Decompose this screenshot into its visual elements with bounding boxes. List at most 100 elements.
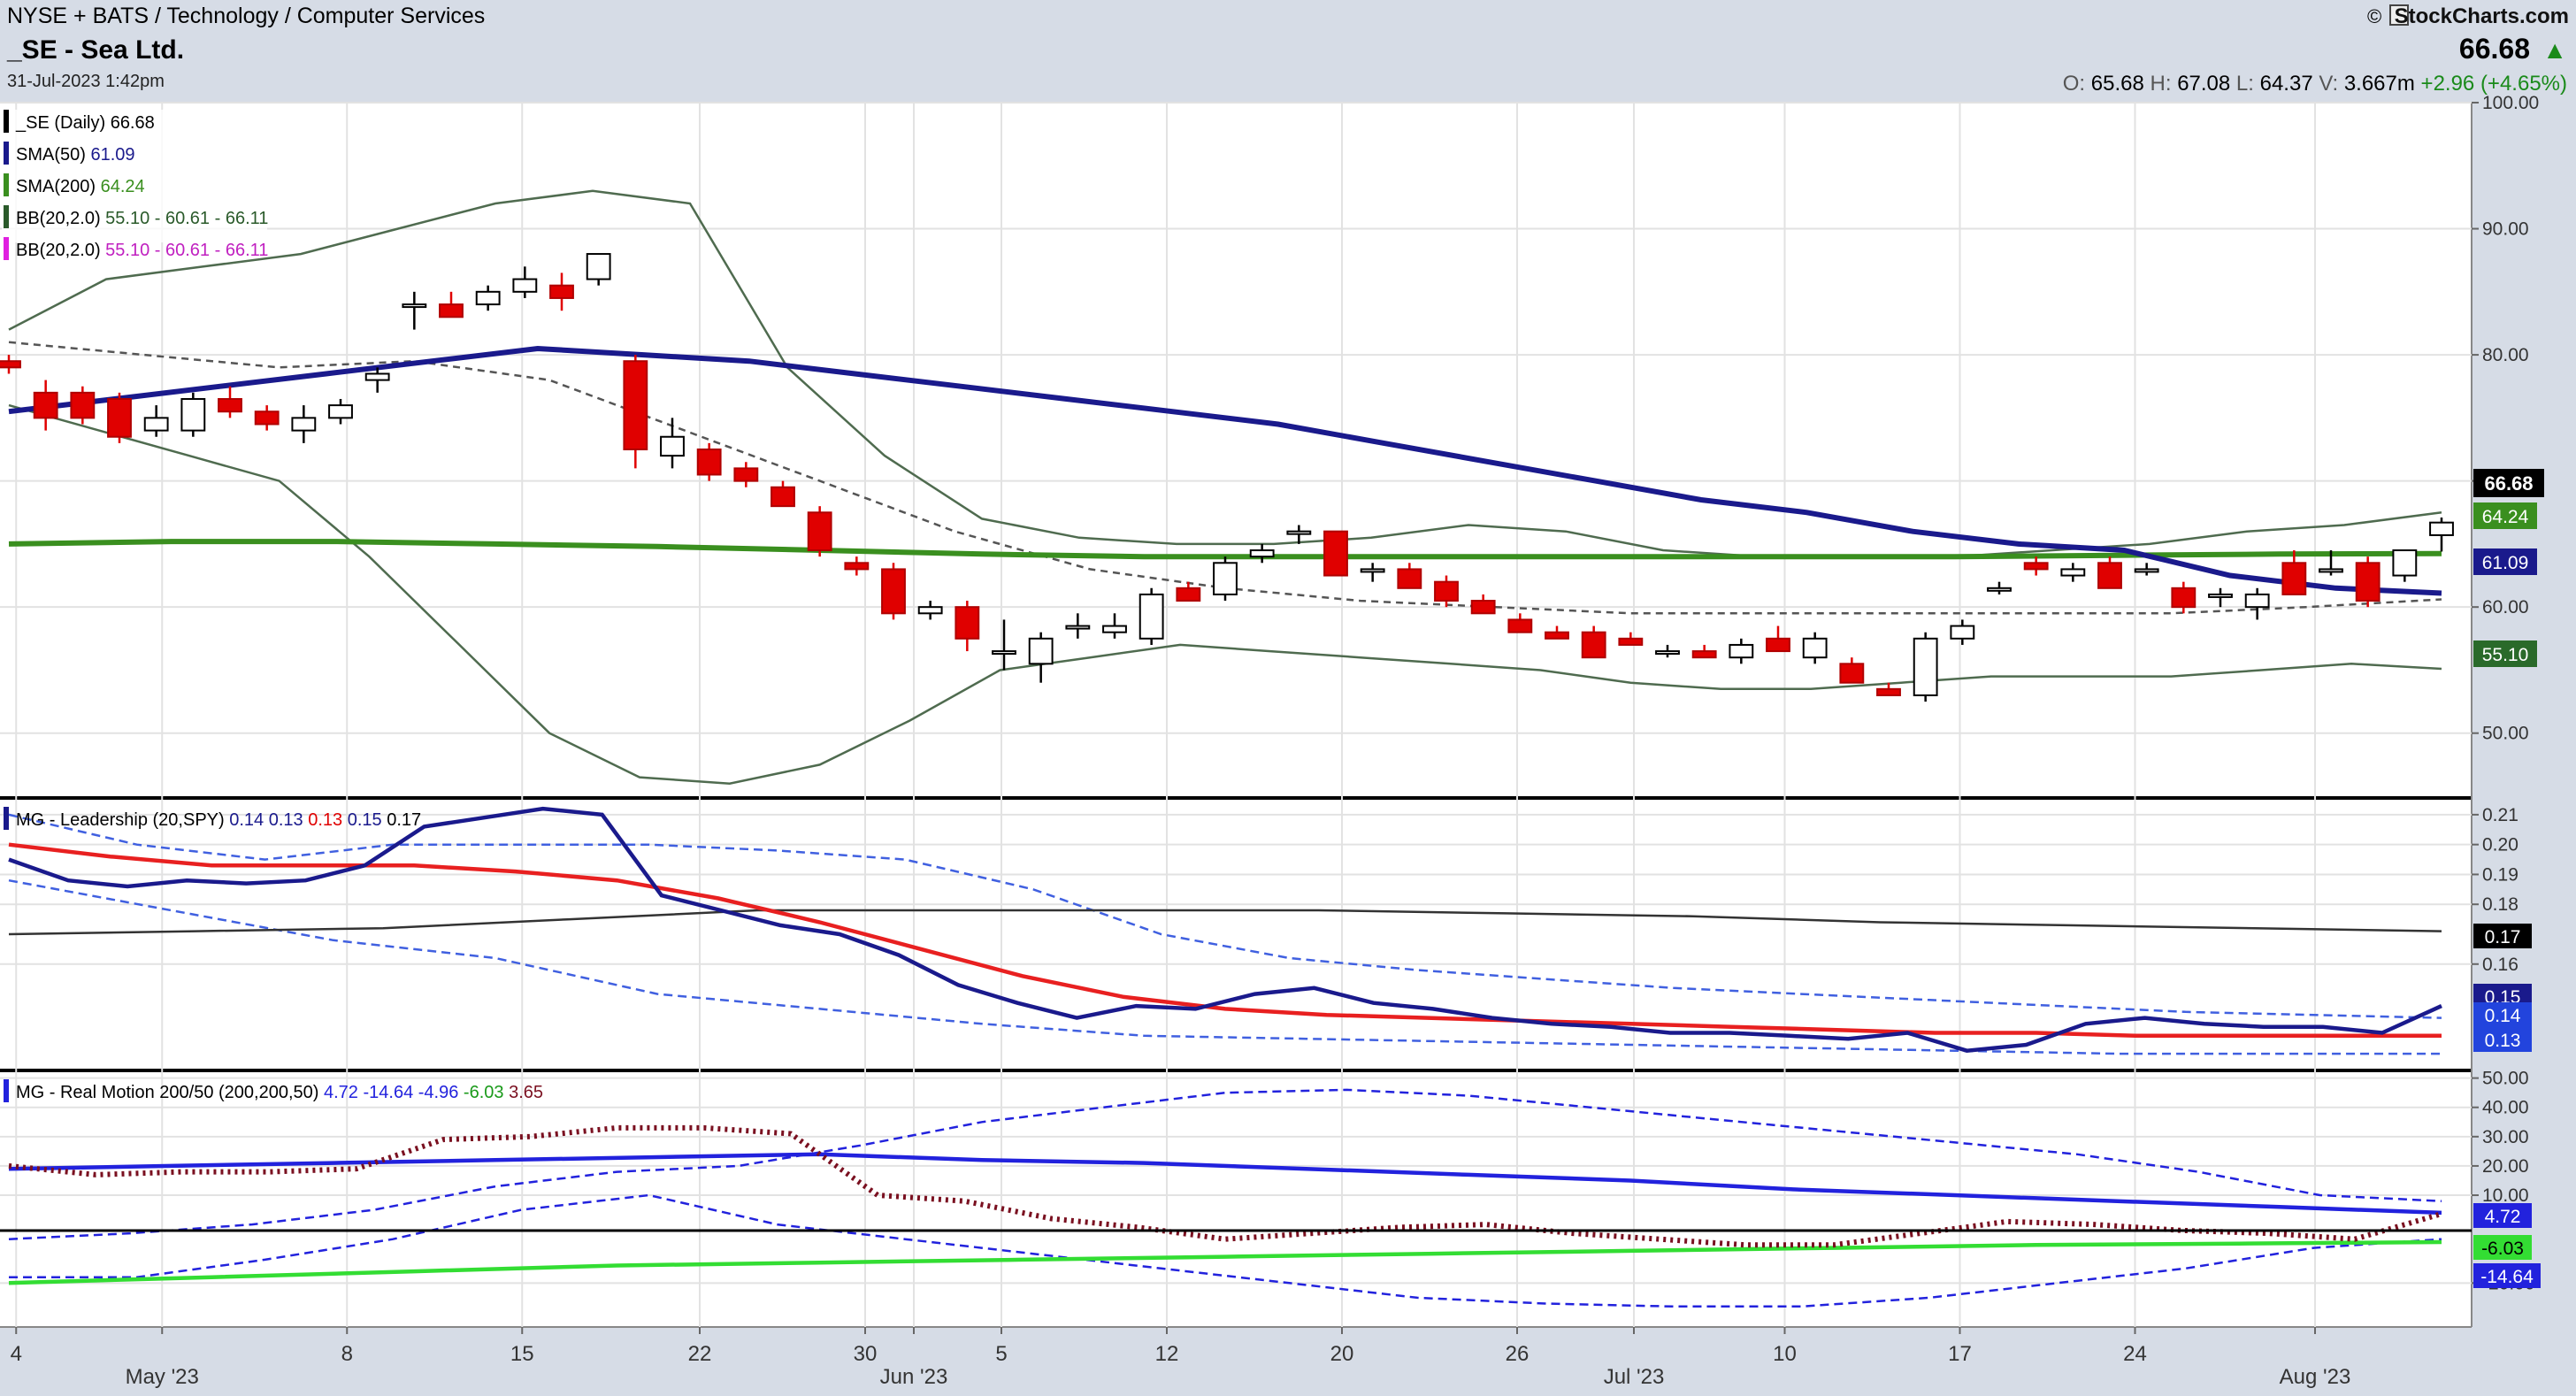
- candle-body: [439, 303, 464, 318]
- leadership-black-line: [8, 909, 2442, 936]
- legend-sma200: SMA(200) 64.24: [16, 177, 145, 196]
- chart-datetime: 31-Jul-2023 1:42pm: [7, 72, 165, 91]
- candle-body: [917, 606, 943, 615]
- y-tick-label: 80.00: [2482, 345, 2529, 365]
- leadership-series: [8, 806, 2442, 1055]
- candle-body: [1581, 631, 1606, 659]
- candle-body: [1950, 625, 1975, 640]
- candle-body: [807, 511, 832, 552]
- candle-body: [1434, 580, 1459, 602]
- lead-blue-badge: 0.14: [2473, 1002, 2532, 1027]
- open-label: O:: [2063, 72, 2085, 96]
- candle-body: [733, 467, 759, 482]
- candle-body: [1360, 568, 1385, 573]
- candle-body: [1065, 625, 1091, 630]
- candle-body: [1507, 618, 1533, 633]
- candle-body: [1028, 637, 1054, 665]
- candle-body: [254, 410, 280, 426]
- change-value: +2.96 (+4.65%): [2421, 72, 2567, 96]
- x-tick-label: 10: [1773, 1342, 1797, 1366]
- y-tick-label: 0.18: [2482, 894, 2518, 915]
- symbol-title: _SE - Sea Ltd.: [6, 35, 184, 65]
- x-tick-label: May '23: [126, 1365, 199, 1389]
- candle-body: [2023, 562, 2049, 571]
- sma200-badge: 64.24: [2473, 502, 2537, 529]
- lead-blue2-badge: 0.13: [2473, 1027, 2532, 1052]
- leadership-red-line: [8, 842, 2442, 1039]
- y-tick-label: 90.00: [2482, 219, 2529, 240]
- y-tick-label: 50.00: [2482, 1069, 2529, 1089]
- y-tick-label: 0.20: [2482, 835, 2518, 855]
- candle-body: [107, 397, 132, 438]
- low-value: 64.37: [2260, 72, 2313, 96]
- price-badge: 66.68: [2473, 469, 2544, 497]
- candle-body: [1618, 637, 1644, 646]
- real-motion-lower-band: [9, 1193, 2442, 1308]
- y-tick-label: 100.00: [2482, 93, 2539, 113]
- candle-body: [512, 278, 538, 293]
- candle-body: [402, 303, 427, 309]
- y-tick-label: 60.00: [2482, 597, 2529, 617]
- candle-body: [180, 397, 206, 432]
- bollinger-upper-line: [8, 189, 2442, 558]
- legend-sma50: SMA(50) 61.09: [16, 145, 135, 165]
- brand-logo-icon: [2389, 4, 2409, 26]
- candle-body: [2208, 593, 2233, 598]
- real-motion-upper-band: [8, 1088, 2442, 1240]
- y-tick-label: 0.21: [2482, 805, 2518, 825]
- bb-lower-badge: 55.10: [2473, 640, 2537, 667]
- real-motion-green-line: [8, 1239, 2442, 1285]
- candle-body: [2429, 521, 2454, 536]
- low-label: L:: [2236, 72, 2254, 96]
- candle-body: [2281, 562, 2307, 595]
- candle-body: [2392, 549, 2418, 577]
- candle-body: [660, 435, 685, 457]
- x-tick-label: 4: [11, 1342, 22, 1366]
- x-tick-label: 20: [1330, 1342, 1354, 1366]
- candle-body: [2171, 587, 2196, 609]
- candle-body: [1839, 663, 1865, 684]
- rm-blue-badge: 4.72: [2473, 1203, 2532, 1228]
- candle-body: [1729, 643, 1754, 659]
- candle-body: [1876, 687, 1901, 696]
- legend-bb1: BB(20,2.0) 55.10 - 60.61 - 66.11: [16, 209, 268, 228]
- candle-body: [218, 397, 242, 413]
- real-motion-series: [8, 1088, 2442, 1308]
- candle-body: [2134, 568, 2159, 573]
- candle-body: [770, 486, 795, 508]
- candle-body: [2355, 562, 2380, 602]
- candle-body: [1655, 650, 1680, 656]
- candle-body: [1470, 600, 1496, 615]
- high-label: H:: [2150, 72, 2172, 96]
- brand-prefix: ©: [2367, 5, 2381, 27]
- candle-body: [1691, 650, 1717, 659]
- svg-text:0.14: 0.14: [2485, 1006, 2521, 1026]
- svg-text:0.13: 0.13: [2485, 1031, 2521, 1051]
- bollinger-lower-line: [8, 403, 2442, 785]
- legend-real-motion: MG - Real Motion 200/50 (200,200,50) 4.7…: [16, 1083, 543, 1102]
- y-tick-label: 40.00: [2482, 1098, 2529, 1118]
- x-tick-label: 24: [2123, 1342, 2147, 1366]
- candle-body: [291, 417, 317, 432]
- brand-name[interactable]: StockCharts.com: [2395, 4, 2569, 28]
- candle-body: [881, 568, 906, 615]
- leadership-upper-band: [8, 813, 2442, 1019]
- legend-leadership: MG - Leadership (20,SPY) 0.14 0.13 0.13 …: [16, 810, 421, 830]
- sma50-line: [8, 345, 2442, 596]
- y-tick-label: 30.00: [2482, 1127, 2529, 1147]
- candle-body: [1138, 593, 1164, 640]
- candlesticks: [0, 253, 2454, 702]
- y-tick-label: 20.00: [2482, 1156, 2529, 1177]
- candle-body: [623, 360, 648, 450]
- y-tick-label: 10.00: [2482, 1185, 2529, 1206]
- x-tick-label: Jul '23: [1604, 1365, 1665, 1389]
- x-tick-label: Aug '23: [2280, 1365, 2351, 1389]
- candle-body: [2244, 593, 2270, 609]
- candle-body: [70, 391, 96, 419]
- candle-body: [328, 404, 353, 419]
- leadership-blue-line: [8, 806, 2442, 1053]
- x-tick-label: 15: [510, 1342, 534, 1366]
- svg-text:4.72: 4.72: [2485, 1207, 2521, 1227]
- candle-body: [1176, 587, 1201, 602]
